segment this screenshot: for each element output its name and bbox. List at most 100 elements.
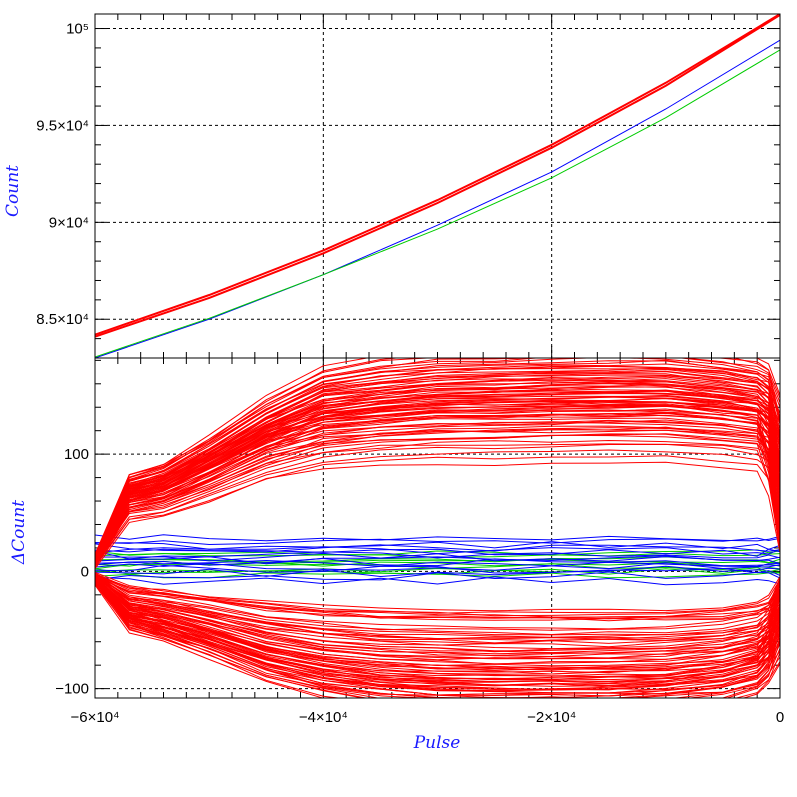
- x-tick-label: 0: [776, 709, 784, 726]
- red-upper-line-11: [95, 455, 780, 568]
- red-lower-line-131: [95, 579, 780, 687]
- blue-residual-line-10: [95, 550, 780, 560]
- red-lower-line-109: [95, 573, 780, 636]
- blue-residual-line-12: [95, 546, 780, 555]
- red-lower-line-128: [95, 576, 780, 654]
- blue-residual-line-1: [95, 576, 780, 586]
- blue-residual-line-5: [95, 562, 780, 571]
- red-upper-line-41: [95, 439, 780, 563]
- red-lower-line-142: [95, 581, 780, 698]
- top-y-axis-title: Count: [3, 165, 23, 217]
- red-upper-line-37: [95, 388, 780, 563]
- top-panel: 8.5×10⁴ 9×10⁴ 9.5×10⁴ 10⁵ Count: [3, 13, 781, 359]
- top-series-line-3: [95, 39, 780, 358]
- red-upper-line-52: [95, 408, 780, 562]
- red-upper-line-65: [95, 376, 780, 558]
- red-upper-line-51: [95, 433, 780, 563]
- bottom-panel: −100 0 100 −6×10⁴ −4×10⁴ −2×10⁴ 0 ΔCount Puls…: [9, 357, 785, 753]
- red-lower-line-90: [95, 573, 780, 614]
- bottom-y-tick-labels: −100 0 100: [55, 446, 89, 697]
- top-tick-marks: [94, 14, 781, 359]
- red-lower-line-146: [95, 580, 780, 658]
- red-lower-line-110: [95, 574, 780, 650]
- y-tick-label: −100: [55, 681, 89, 698]
- red-upper-line-77: [95, 359, 780, 557]
- red-lower-line-138: [95, 580, 780, 670]
- red-lower-line-145: [95, 575, 780, 644]
- red-lower-line-149: [95, 580, 780, 693]
- bottom-plot-frame: [94, 357, 781, 699]
- y-tick-label: 0: [81, 563, 89, 580]
- blue-residual-line-14: [95, 541, 780, 550]
- red-upper-line-78: [95, 358, 780, 557]
- red-upper-line-59: [95, 363, 780, 560]
- blue-residual-line-13: [95, 543, 780, 553]
- red-upper-line-75: [95, 371, 780, 559]
- red-upper-line-63: [95, 395, 780, 560]
- red-lower-line-150: [95, 583, 780, 698]
- red-upper-line-31: [95, 443, 780, 564]
- x-tick-label: −4×10⁴: [299, 709, 348, 726]
- blue-residual-line-9: [95, 552, 780, 562]
- red-lower-line-129: [95, 578, 780, 667]
- red-upper-line-73: [95, 389, 780, 558]
- red-upper-line-21: [95, 449, 780, 565]
- red-upper-line-42: [95, 414, 780, 562]
- red-lower-line-140: [95, 581, 780, 691]
- y-tick-label: 100: [64, 446, 89, 463]
- x-tick-labels: −6×10⁴ −4×10⁴ −2×10⁴ 0: [71, 709, 785, 726]
- red-upper-line-72: [95, 397, 780, 560]
- red-lower-line-111: [95, 575, 780, 660]
- red-lower-line-152: [95, 584, 780, 698]
- red-lower-line-130: [95, 577, 780, 677]
- red-upper-line-71: [95, 425, 780, 560]
- red-lower-line-144: [95, 576, 780, 621]
- red-upper-line-80: [95, 358, 780, 556]
- blue-residual-line-4: [95, 564, 780, 574]
- red-upper-line-74: [95, 381, 780, 558]
- red-lower-line-151: [95, 583, 780, 698]
- red-lower-line-136: [95, 576, 780, 642]
- red-lower-line-147: [95, 580, 780, 671]
- blue-residual-line-7: [95, 557, 780, 567]
- red-lower-line-137: [95, 578, 780, 655]
- red-upper-line-76: [95, 365, 780, 556]
- blue-residual-line-16: [95, 534, 780, 542]
- bottom-series-group: [95, 358, 780, 698]
- red-upper-line-43: [95, 405, 780, 563]
- red-lower-line-141: [95, 581, 780, 696]
- red-upper-line-27: [95, 396, 780, 563]
- green-residual-line-2: [95, 568, 780, 575]
- red-lower-line-92: [95, 573, 780, 645]
- y-tick-label: 8.5×10⁴: [36, 311, 89, 328]
- y-tick-label: 9.5×10⁴: [36, 117, 89, 134]
- x-tick-label: −2×10⁴: [527, 709, 576, 726]
- red-upper-line-79: [95, 358, 780, 555]
- red-lower-line-91: [95, 572, 780, 631]
- red-upper-line-62: [95, 403, 780, 560]
- red-upper-line-58: [95, 367, 780, 559]
- top-series-line-1: [95, 14, 780, 338]
- y-tick-label: 9×10⁴: [49, 214, 89, 231]
- bottom-y-axis-title: ΔCount: [9, 500, 29, 565]
- red-lower-line-135: [95, 574, 780, 622]
- blue-residual-line-2: [95, 571, 780, 581]
- top-series-line-2: [95, 14, 780, 336]
- red-lower-line-120: [95, 577, 780, 665]
- x-tick-label: −6×10⁴: [71, 709, 120, 726]
- red-lower-line-148: [95, 579, 780, 683]
- red-lower-line-119: [95, 575, 780, 652]
- red-upper-line-1: [95, 461, 780, 570]
- blue-residual-line-15: [95, 537, 780, 546]
- red-lower-line-139: [95, 579, 780, 680]
- red-upper-line-64: [95, 386, 780, 561]
- red-upper-line-61: [95, 429, 780, 563]
- red-upper-line-32: [95, 420, 780, 565]
- top-y-tick-labels: 8.5×10⁴ 9×10⁴ 9.5×10⁴ 10⁵: [36, 21, 89, 329]
- red-lower-line-100: [95, 576, 780, 636]
- top-series-line-4: [95, 49, 780, 358]
- y-tick-label: 10⁵: [66, 21, 89, 38]
- x-axis-title: Pulse: [413, 733, 461, 753]
- top-series-group: [95, 14, 780, 358]
